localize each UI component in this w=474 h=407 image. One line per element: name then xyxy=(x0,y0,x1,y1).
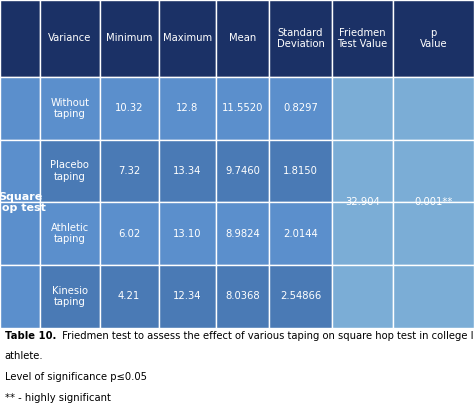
Text: Variance: Variance xyxy=(48,33,91,44)
Text: 4.21: 4.21 xyxy=(118,291,140,301)
FancyBboxPatch shape xyxy=(393,265,474,328)
FancyBboxPatch shape xyxy=(100,265,159,328)
FancyBboxPatch shape xyxy=(0,140,40,202)
Text: 9.7460: 9.7460 xyxy=(225,166,260,176)
Text: 12.8: 12.8 xyxy=(176,103,198,113)
FancyBboxPatch shape xyxy=(216,0,269,77)
FancyBboxPatch shape xyxy=(332,202,393,265)
Text: athlete.: athlete. xyxy=(5,351,43,361)
Text: Standard
Deviation: Standard Deviation xyxy=(276,28,325,49)
Text: Without
taping: Without taping xyxy=(50,98,90,119)
FancyBboxPatch shape xyxy=(0,265,40,328)
Text: p
Value: p Value xyxy=(420,28,447,49)
Text: Friedmen test to assess the effect of various taping on square hop test in colle: Friedmen test to assess the effect of va… xyxy=(59,331,474,341)
FancyBboxPatch shape xyxy=(332,77,393,140)
Text: 8.0368: 8.0368 xyxy=(225,291,260,301)
FancyBboxPatch shape xyxy=(332,0,393,77)
Text: 2.0144: 2.0144 xyxy=(283,229,318,239)
FancyBboxPatch shape xyxy=(393,202,474,265)
Text: Minimum: Minimum xyxy=(106,33,152,44)
Text: ** - highly significant: ** - highly significant xyxy=(5,393,110,403)
Text: 12.34: 12.34 xyxy=(173,291,201,301)
Text: 6.02: 6.02 xyxy=(118,229,140,239)
FancyBboxPatch shape xyxy=(216,77,269,140)
Text: 2.54866: 2.54866 xyxy=(280,291,321,301)
FancyBboxPatch shape xyxy=(269,77,332,140)
Text: 32.904: 32.904 xyxy=(345,197,380,207)
FancyBboxPatch shape xyxy=(159,0,216,77)
Text: Maximum: Maximum xyxy=(163,33,212,44)
FancyBboxPatch shape xyxy=(216,202,269,265)
FancyBboxPatch shape xyxy=(332,265,393,328)
FancyBboxPatch shape xyxy=(159,140,216,202)
FancyBboxPatch shape xyxy=(100,77,159,140)
FancyBboxPatch shape xyxy=(40,202,100,265)
Text: 0.8297: 0.8297 xyxy=(283,103,318,113)
FancyBboxPatch shape xyxy=(159,265,216,328)
Text: 7.32: 7.32 xyxy=(118,166,140,176)
FancyBboxPatch shape xyxy=(0,202,40,265)
FancyBboxPatch shape xyxy=(0,0,40,77)
Text: 8.9824: 8.9824 xyxy=(225,229,260,239)
FancyBboxPatch shape xyxy=(40,0,100,77)
FancyBboxPatch shape xyxy=(269,265,332,328)
FancyBboxPatch shape xyxy=(40,265,100,328)
FancyBboxPatch shape xyxy=(269,0,332,77)
FancyBboxPatch shape xyxy=(269,202,332,265)
Text: Level of significance p≤0.05: Level of significance p≤0.05 xyxy=(5,372,147,382)
FancyBboxPatch shape xyxy=(393,140,474,202)
Text: Placebo
taping: Placebo taping xyxy=(50,160,90,182)
FancyBboxPatch shape xyxy=(40,77,100,140)
Text: 13.34: 13.34 xyxy=(173,166,201,176)
FancyBboxPatch shape xyxy=(269,140,332,202)
Text: 1.8150: 1.8150 xyxy=(283,166,318,176)
Text: 0.001**: 0.001** xyxy=(415,197,453,207)
FancyBboxPatch shape xyxy=(216,140,269,202)
FancyBboxPatch shape xyxy=(100,202,159,265)
Text: Square
hop test: Square hop test xyxy=(0,192,46,213)
FancyBboxPatch shape xyxy=(159,202,216,265)
FancyBboxPatch shape xyxy=(159,77,216,140)
FancyBboxPatch shape xyxy=(393,0,474,77)
Text: 10.32: 10.32 xyxy=(115,103,144,113)
FancyBboxPatch shape xyxy=(216,265,269,328)
Text: Mean: Mean xyxy=(229,33,256,44)
FancyBboxPatch shape xyxy=(100,0,159,77)
Text: 11.5520: 11.5520 xyxy=(222,103,263,113)
Text: Athletic
taping: Athletic taping xyxy=(51,223,89,245)
FancyBboxPatch shape xyxy=(393,77,474,140)
FancyBboxPatch shape xyxy=(0,77,40,140)
FancyBboxPatch shape xyxy=(332,140,393,202)
FancyBboxPatch shape xyxy=(40,140,100,202)
Text: Table 10.: Table 10. xyxy=(5,331,56,341)
Text: Friedmen
Test Value: Friedmen Test Value xyxy=(337,28,388,49)
Text: 13.10: 13.10 xyxy=(173,229,201,239)
Text: Kinesio
taping: Kinesio taping xyxy=(52,285,88,307)
FancyBboxPatch shape xyxy=(100,140,159,202)
